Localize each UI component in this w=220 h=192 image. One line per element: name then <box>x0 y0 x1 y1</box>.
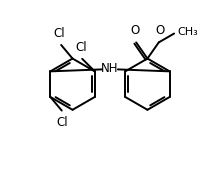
Text: CH₃: CH₃ <box>177 26 198 36</box>
Text: Cl: Cl <box>53 27 65 40</box>
Text: Cl: Cl <box>75 41 87 54</box>
Text: O: O <box>155 24 164 37</box>
Text: NH: NH <box>101 62 119 75</box>
Text: Cl: Cl <box>56 116 68 128</box>
Text: O: O <box>130 24 140 37</box>
